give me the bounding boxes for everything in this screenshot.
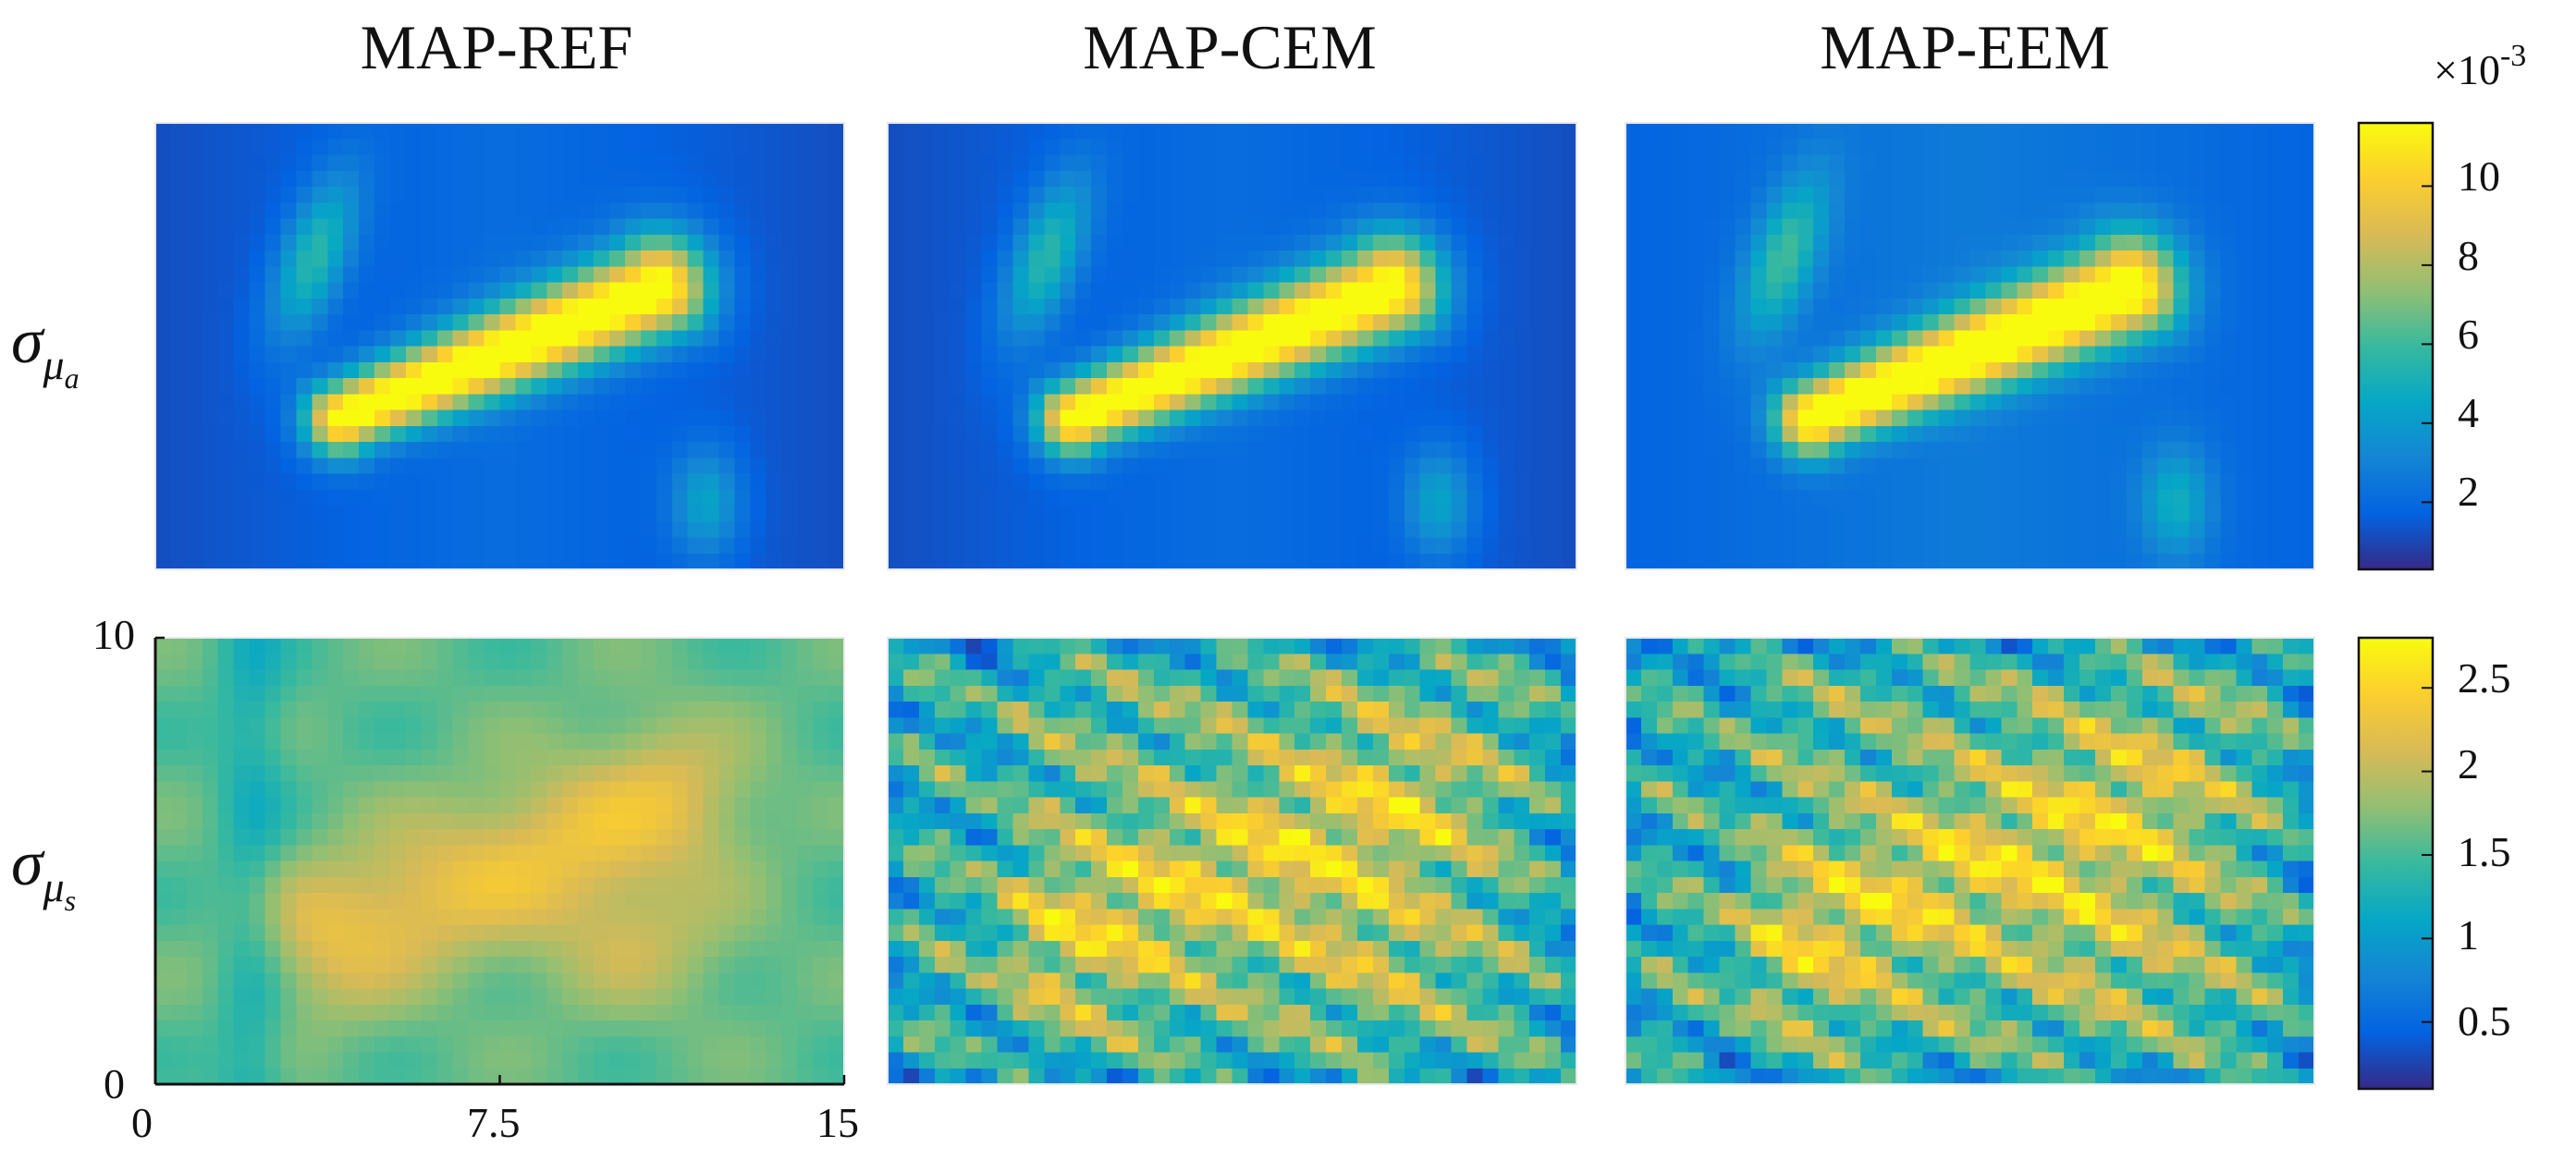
heatmap-panel-1-2 (1625, 637, 2315, 1085)
panel-border (887, 122, 1577, 570)
row-label-sigma-mu-a: σμa (11, 306, 80, 395)
heatmap-panel-0-2 (1625, 122, 2315, 570)
x-tick-7-5: 7.5 (467, 1099, 521, 1146)
colorbar1-tick-6: 6 (2458, 311, 2479, 358)
colorbar2-tick-2-5: 2.5 (2458, 654, 2511, 702)
colorbar1-tick-10: 10 (2458, 153, 2500, 200)
colorbar-2 (2357, 636, 2435, 1091)
x-tick-15: 15 (816, 1099, 859, 1146)
colorbar1-tick-4: 4 (2458, 389, 2479, 436)
heatmap-panel-0-1 (887, 122, 1577, 570)
panel-border (1625, 637, 2315, 1085)
colorbar2-tick-1-5: 1.5 (2458, 828, 2511, 875)
heatmap-panel-1-1 (887, 637, 1577, 1085)
y-tick-0: 0 (104, 1060, 125, 1107)
panel-border (154, 122, 845, 570)
colorbar2-tick-1: 1 (2458, 911, 2479, 959)
column-title-map-eem: MAP-EEM (1820, 12, 2110, 82)
column-title-map-ref: MAP-REF (360, 12, 633, 82)
colorbar1-tick-2: 2 (2458, 468, 2479, 515)
panel-border (887, 637, 1577, 1085)
colorbar1-tick-8: 8 (2458, 232, 2479, 279)
colorbar-1 (2357, 121, 2435, 571)
x-tick-0: 0 (131, 1099, 153, 1146)
y-tick-10: 10 (92, 611, 135, 658)
colorbar2-tick-0-5: 0.5 (2458, 997, 2511, 1044)
row-label-sigma-mu-s: σμs (11, 828, 77, 917)
panel-border (1625, 122, 2315, 570)
heatmap-panel-0-0 (154, 122, 845, 570)
colorbar-exponent: ×10-3 (2434, 39, 2527, 93)
column-title-map-cem: MAP-CEM (1083, 12, 1377, 82)
colorbar2-tick-2: 2 (2458, 740, 2479, 788)
heatmap-panel-1-0 (154, 637, 845, 1085)
